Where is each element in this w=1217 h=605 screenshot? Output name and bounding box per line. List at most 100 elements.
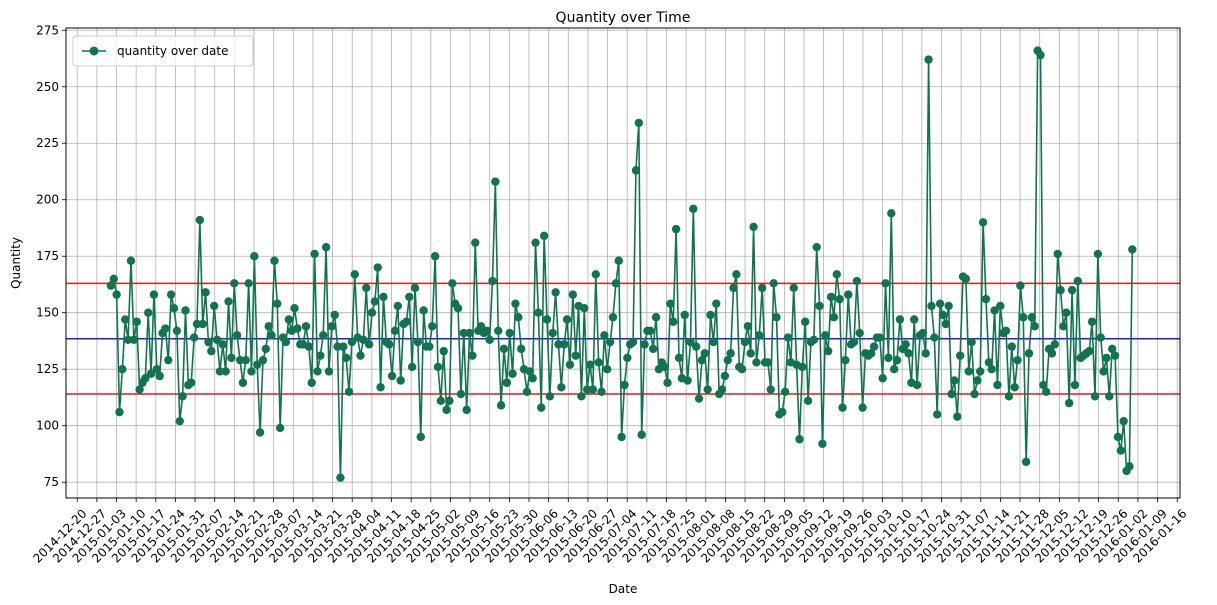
- data-point: [947, 389, 956, 399]
- data-point: [1087, 317, 1097, 326]
- data-point: [385, 340, 394, 349]
- data-point: [996, 301, 1005, 311]
- data-point: [290, 303, 299, 313]
- data-point: [600, 331, 609, 340]
- data-point: [244, 279, 253, 288]
- data-point: [973, 376, 982, 385]
- data-point: [706, 310, 715, 320]
- data-point: [462, 405, 471, 415]
- series-line: [110, 49, 1134, 479]
- y-tick-label: 200: [36, 193, 59, 207]
- data-point: [560, 340, 569, 349]
- data-point: [115, 407, 124, 417]
- data-point: [1062, 308, 1071, 317]
- y-tick-label: 175: [36, 249, 59, 263]
- data-point: [344, 387, 354, 396]
- data-point: [548, 328, 557, 338]
- data-point: [316, 351, 325, 360]
- data-point: [172, 326, 182, 335]
- data-point: [669, 317, 678, 326]
- data-point: [984, 358, 994, 367]
- data-point: [551, 288, 560, 297]
- legend: quantity over date: [72, 35, 254, 67]
- data-point: [835, 294, 844, 304]
- data-point: [832, 270, 841, 279]
- data-point: [955, 351, 965, 360]
- data-point: [456, 389, 466, 399]
- data-point: [623, 353, 632, 363]
- data-point: [597, 387, 606, 396]
- data-point: [442, 405, 451, 415]
- data-point: [829, 313, 839, 322]
- data-point: [301, 322, 311, 331]
- data-point: [918, 328, 928, 338]
- data-point: [218, 340, 227, 349]
- data-point: [867, 349, 876, 358]
- data-point: [439, 346, 448, 356]
- data-point: [241, 355, 250, 365]
- data-point: [531, 238, 540, 247]
- data-point: [121, 315, 130, 324]
- y-tick-label: 225: [36, 136, 59, 150]
- data-point: [935, 299, 945, 308]
- data-point: [743, 322, 753, 331]
- data-point: [476, 322, 486, 331]
- data-point: [362, 283, 371, 293]
- data-point: [921, 349, 930, 358]
- data-point: [319, 331, 328, 340]
- data-point: [109, 274, 118, 284]
- data-point: [588, 385, 598, 394]
- data-point: [709, 337, 718, 347]
- data-point: [471, 238, 480, 247]
- data-point: [1050, 340, 1060, 349]
- data-point: [534, 308, 543, 317]
- data-point: [1019, 313, 1028, 322]
- data-point: [502, 378, 512, 387]
- data-point: [1093, 249, 1103, 259]
- data-point: [557, 383, 566, 392]
- data-point: [204, 337, 213, 347]
- data-point: [155, 371, 164, 381]
- y-tick-label: 75: [44, 475, 59, 489]
- data-point: [591, 270, 600, 279]
- data-point: [1016, 281, 1025, 290]
- data-point: [634, 118, 644, 128]
- legend-box: [72, 35, 254, 67]
- data-point: [1047, 349, 1057, 358]
- data-point: [327, 322, 337, 331]
- data-point: [373, 263, 382, 272]
- data-point: [763, 358, 773, 367]
- data-point: [577, 392, 586, 401]
- data-point: [304, 342, 314, 351]
- data-point: [981, 294, 991, 304]
- data-point: [924, 55, 933, 64]
- data-point: [491, 177, 500, 186]
- data-point: [433, 362, 443, 372]
- data-point: [651, 313, 661, 322]
- data-point: [823, 346, 833, 356]
- data-point: [1021, 457, 1031, 467]
- data-point: [1073, 276, 1082, 286]
- data-point: [545, 392, 555, 401]
- data-point: [227, 353, 236, 363]
- data-point: [878, 374, 887, 383]
- data-point: [1105, 392, 1114, 401]
- data-point: [1099, 367, 1108, 376]
- data-point: [413, 337, 423, 347]
- data-point: [419, 306, 428, 315]
- y-axis-label: Quantity: [9, 237, 23, 289]
- data-point: [1113, 432, 1123, 442]
- data-point: [858, 403, 867, 412]
- data-point: [631, 166, 641, 175]
- data-point: [881, 279, 890, 288]
- data-point: [694, 394, 704, 403]
- data-point: [910, 315, 919, 324]
- data-point: [723, 355, 732, 365]
- plot-frame: [65, 27, 1181, 499]
- data-point: [494, 326, 503, 335]
- data-point: [961, 274, 971, 284]
- data-point: [795, 435, 804, 444]
- data-point: [499, 344, 509, 354]
- data-point: [347, 337, 357, 347]
